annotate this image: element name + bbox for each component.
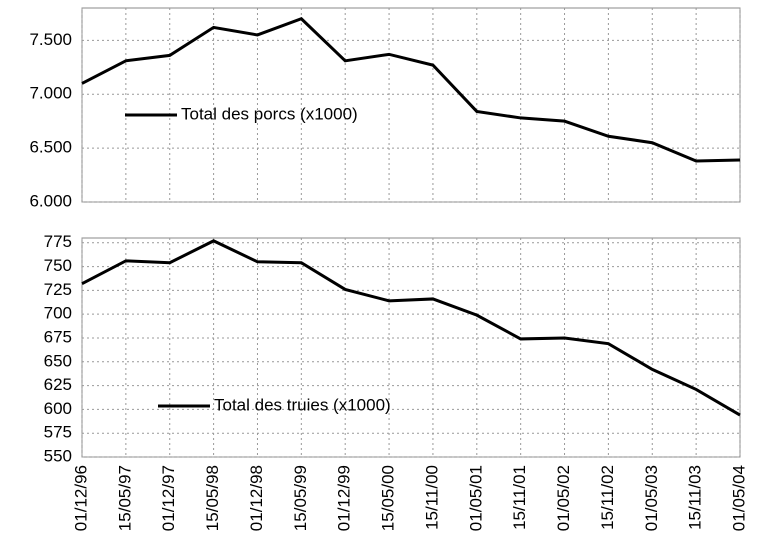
y-tick-label: 725 [44,280,72,299]
x-tick-label: 01/05/03 [642,465,661,531]
x-tick-label: 15/11/01 [510,465,529,530]
y-tick-label: 775 [44,232,72,251]
x-tick-label: 15/05/99 [291,465,310,531]
y-tick-label: 6.500 [29,138,72,157]
y-tick-label: 675 [44,327,72,346]
x-tick-label: 15/11/03 [686,465,705,530]
x-tick-label: 15/11/00 [422,465,441,530]
x-tick-label: 15/11/02 [598,465,617,530]
y-tick-label: 700 [44,304,72,323]
x-tick-label: 01/05/01 [466,465,485,531]
line [81,17,741,163]
line [81,239,741,417]
x-tick-label: 15/05/97 [115,465,134,531]
x-tick-label: 15/05/00 [379,465,398,531]
x-tick-label: 01/05/02 [554,465,573,531]
x-tick-label: 01/12/98 [247,465,266,531]
y-tick-label: 600 [44,399,72,418]
y-tick-label: 7.000 [29,84,72,103]
x-tick-label: 01/12/99 [335,465,354,531]
legend-label: Total des porcs (x1000) [181,104,358,123]
y-tick-label: 625 [44,375,72,394]
y-tick-label: 6.000 [29,191,72,210]
y-tick-label: 650 [44,351,72,370]
x-tick-label: 01/12/97 [159,465,178,531]
y-tick-label: 750 [44,256,72,275]
y-tick-label: 575 [44,423,72,442]
y-tick-label: 550 [44,446,72,465]
y-tick-label: 7.500 [29,30,72,49]
x-tick-label: 01/12/96 [71,465,90,531]
plot-frame [81,237,741,458]
x-tick-label: 15/05/98 [203,465,222,531]
plot-frame [81,7,741,203]
legend-label: Total des truies (x1000) [214,395,391,414]
x-tick-label: 01/05/04 [729,465,748,531]
